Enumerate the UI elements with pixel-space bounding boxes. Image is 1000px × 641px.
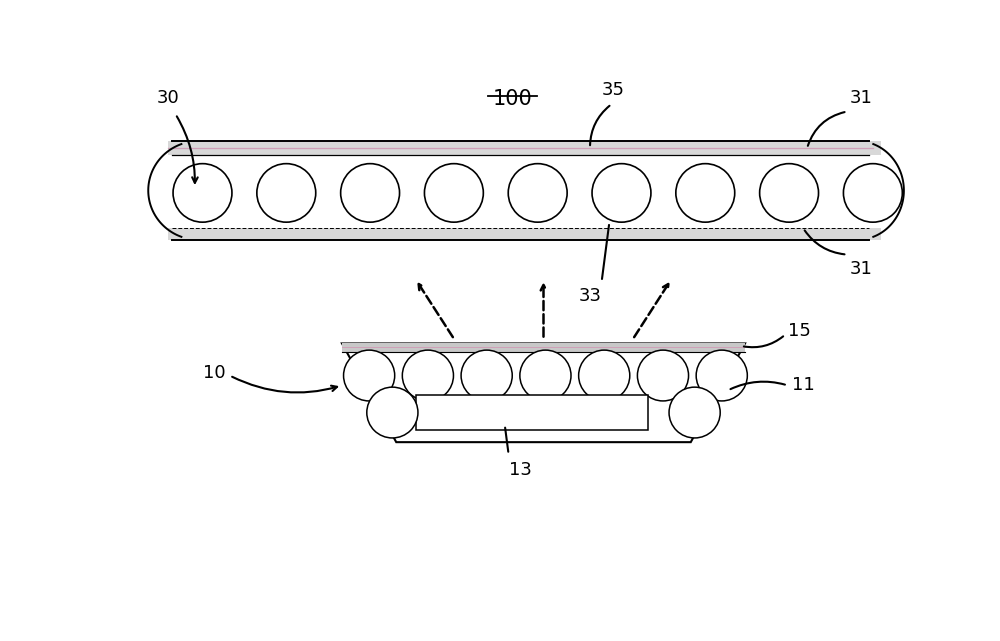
Text: 31: 31 [850, 88, 872, 106]
Ellipse shape [676, 163, 735, 222]
Ellipse shape [760, 163, 819, 222]
Ellipse shape [637, 350, 689, 401]
Ellipse shape [173, 163, 232, 222]
Text: 31: 31 [850, 260, 872, 278]
Bar [342, 344, 745, 353]
Polygon shape [342, 344, 745, 442]
Text: 10: 10 [203, 364, 226, 382]
Ellipse shape [344, 350, 395, 401]
Ellipse shape [257, 163, 316, 222]
Ellipse shape [696, 350, 747, 401]
Ellipse shape [367, 387, 418, 438]
FancyBboxPatch shape [168, 141, 881, 240]
Text: 100: 100 [493, 89, 532, 109]
Ellipse shape [461, 350, 512, 401]
Text: 15: 15 [788, 322, 810, 340]
Text: 30: 30 [156, 88, 179, 106]
Ellipse shape [669, 387, 720, 438]
Ellipse shape [520, 350, 571, 401]
Ellipse shape [508, 163, 567, 222]
Ellipse shape [843, 163, 902, 222]
Bar [168, 228, 881, 240]
Text: 13: 13 [509, 461, 532, 479]
Bar [168, 141, 881, 155]
Text: 35: 35 [602, 81, 625, 99]
Bar [416, 395, 648, 430]
Ellipse shape [402, 350, 453, 401]
Text: 11: 11 [792, 376, 814, 394]
Text: 33: 33 [578, 287, 602, 304]
Ellipse shape [424, 163, 483, 222]
Ellipse shape [592, 163, 651, 222]
Ellipse shape [341, 163, 400, 222]
Ellipse shape [579, 350, 630, 401]
